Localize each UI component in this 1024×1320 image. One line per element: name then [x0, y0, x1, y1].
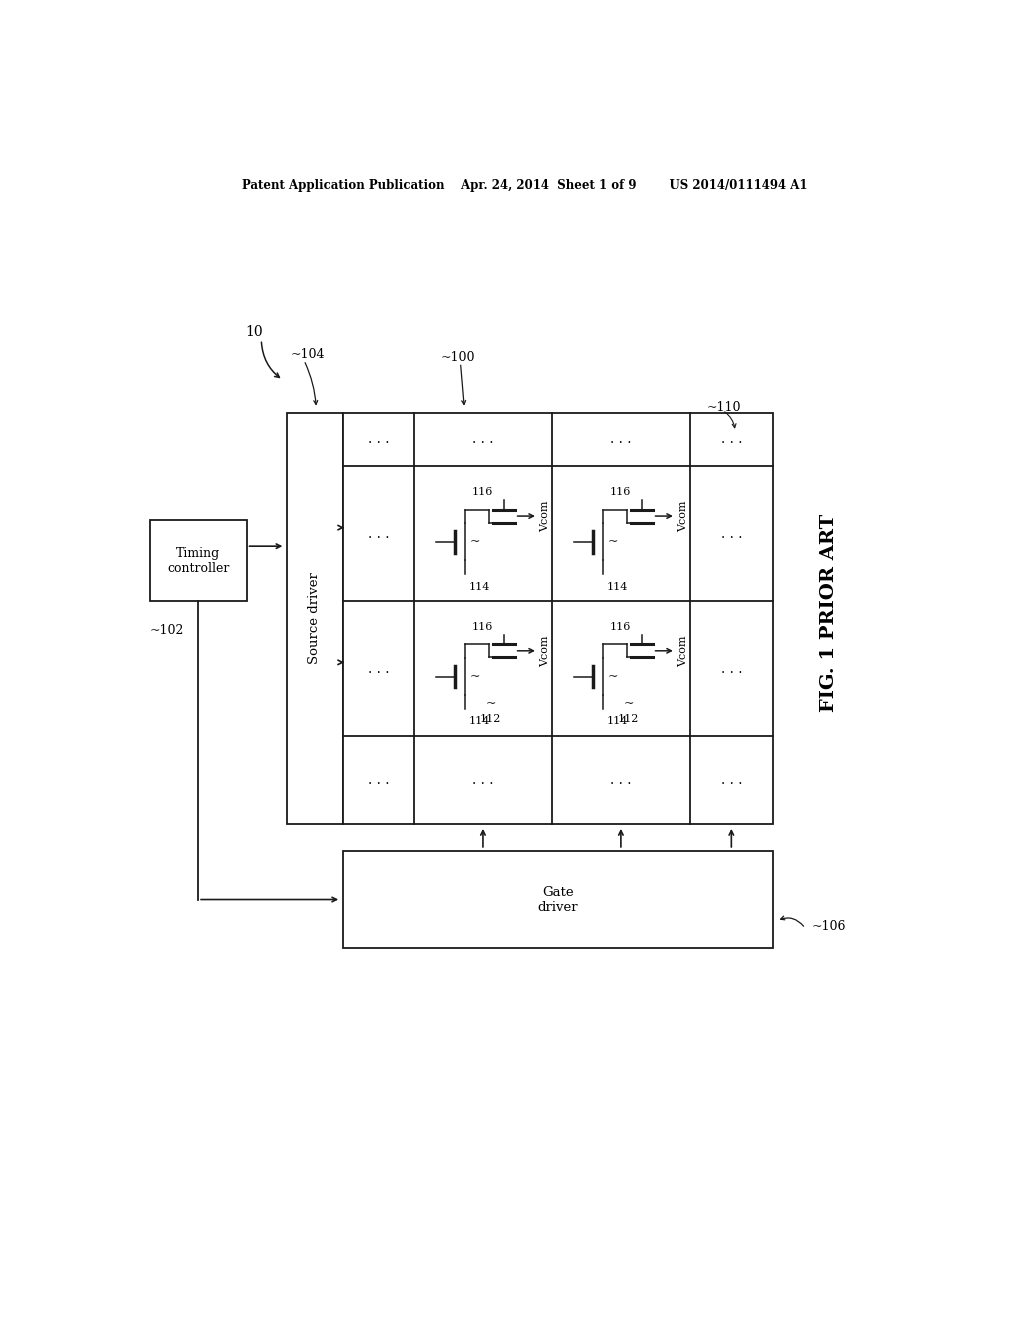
Text: 116: 116 [471, 487, 493, 496]
Text: . . .: . . . [721, 774, 742, 787]
Bar [287, 413, 343, 825]
Text: ~: ~ [608, 671, 618, 684]
Text: . . .: . . . [610, 433, 632, 446]
Text: ~102: ~102 [150, 624, 184, 638]
Text: ~: ~ [608, 536, 618, 548]
Text: Vcom: Vcom [678, 500, 688, 532]
Text: . . .: . . . [368, 433, 389, 446]
Text: . . .: . . . [610, 774, 632, 787]
Text: Vcom: Vcom [541, 635, 550, 667]
Text: 116: 116 [609, 622, 631, 631]
Text: 114: 114 [607, 582, 628, 591]
Text: ~100: ~100 [441, 351, 475, 363]
Text: ~106: ~106 [812, 920, 846, 933]
Text: Source driver: Source driver [308, 573, 322, 664]
Text: 112: 112 [617, 714, 639, 723]
Text: . . .: . . . [368, 774, 389, 787]
Text: Vcom: Vcom [541, 500, 550, 532]
Text: 116: 116 [609, 487, 631, 496]
Text: . . .: . . . [368, 661, 389, 676]
Text: FIG. 1 PRIOR ART: FIG. 1 PRIOR ART [820, 513, 839, 711]
Text: 116: 116 [471, 622, 493, 631]
Text: ~110: ~110 [707, 400, 741, 413]
Text: . . .: . . . [721, 661, 742, 676]
Text: ~: ~ [470, 536, 480, 548]
Text: . . .: . . . [721, 433, 742, 446]
Text: . . .: . . . [472, 433, 494, 446]
Text: Timing
controller: Timing controller [167, 546, 229, 574]
Text: . . .: . . . [472, 774, 494, 787]
Bar [343, 851, 773, 948]
Bar [150, 520, 247, 601]
Bar [343, 413, 773, 825]
Text: 114: 114 [469, 582, 490, 591]
Text: Gate
driver: Gate driver [538, 886, 579, 913]
Text: . . .: . . . [368, 527, 389, 541]
Text: . . .: . . . [721, 527, 742, 541]
Text: ~: ~ [624, 697, 634, 710]
Text: Vcom: Vcom [678, 635, 688, 667]
Text: ~: ~ [485, 697, 496, 710]
Text: ~104: ~104 [291, 348, 326, 362]
Text: 10: 10 [246, 325, 263, 339]
Text: 114: 114 [607, 717, 628, 726]
Text: 112: 112 [480, 714, 502, 723]
Text: 114: 114 [469, 717, 490, 726]
Text: ~: ~ [470, 671, 480, 684]
Text: Patent Application Publication    Apr. 24, 2014  Sheet 1 of 9        US 2014/011: Patent Application Publication Apr. 24, … [242, 178, 808, 191]
